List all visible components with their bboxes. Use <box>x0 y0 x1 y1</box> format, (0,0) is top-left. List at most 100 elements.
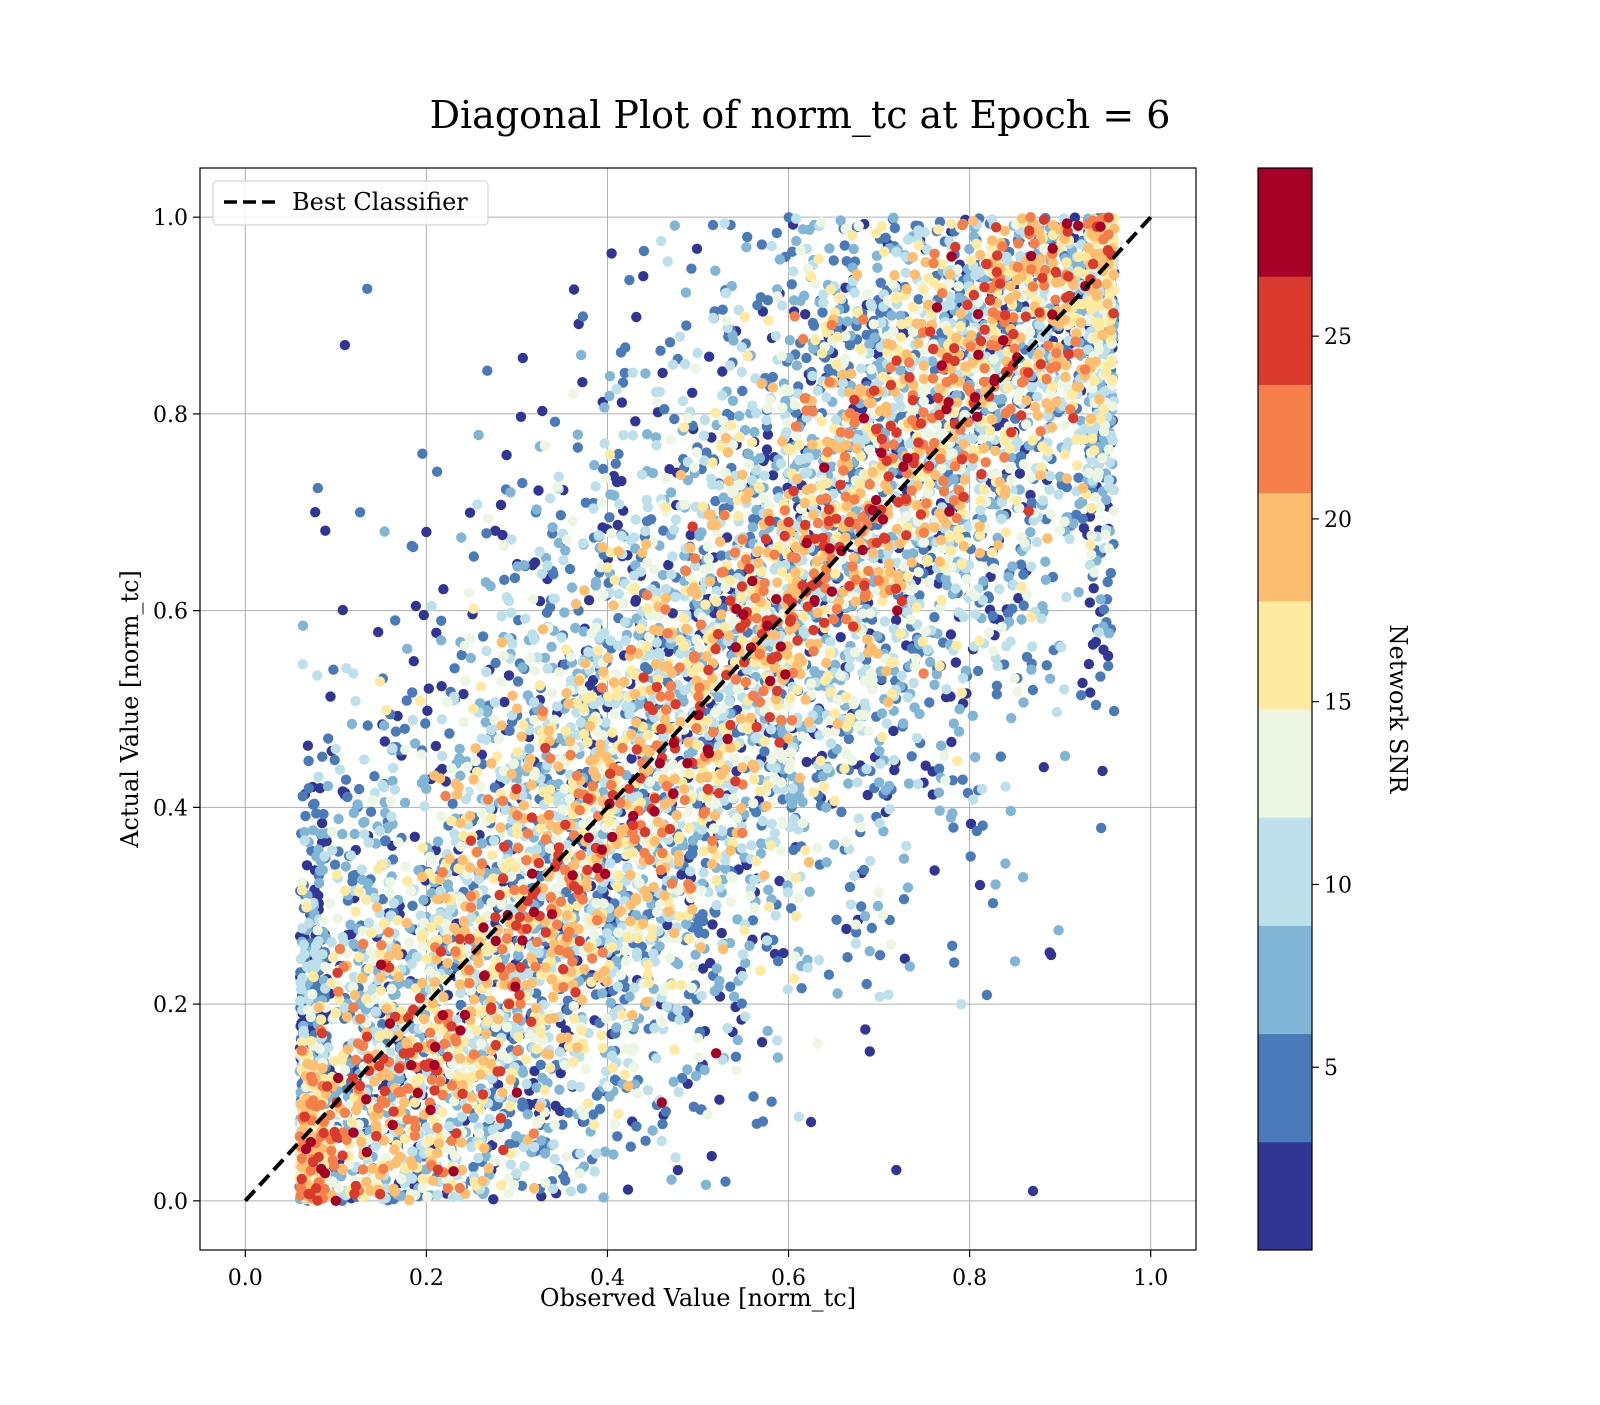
scatter-point <box>317 818 327 828</box>
scatter-point <box>996 514 1006 524</box>
scatter-point <box>518 1068 528 1078</box>
scatter-point <box>740 958 750 968</box>
scatter-point <box>681 919 691 929</box>
scatter-point <box>390 615 400 625</box>
scatter-point <box>903 882 913 892</box>
scatter-point <box>808 344 818 354</box>
scatter-point <box>530 557 540 567</box>
scatter-point <box>640 526 650 536</box>
scatter-point <box>598 1192 608 1202</box>
scatter-point <box>636 567 646 577</box>
scatter-point <box>432 1190 442 1200</box>
scatter-point <box>550 1101 560 1111</box>
scatter-point <box>805 887 815 897</box>
scatter-point <box>704 352 714 362</box>
scatter-point <box>763 1026 773 1036</box>
scatter-point <box>505 487 515 497</box>
scatter-point <box>841 924 851 934</box>
scatter-point <box>809 666 819 676</box>
scatter-point <box>954 704 964 714</box>
scatter-point <box>785 335 795 345</box>
scatter-point <box>573 429 583 439</box>
scatter-point <box>419 801 429 811</box>
scatter-point <box>363 720 373 730</box>
scatter-point <box>799 291 809 301</box>
scatter-point <box>323 733 333 743</box>
scatter-point <box>473 430 483 440</box>
scatter-point <box>767 241 777 251</box>
scatter-point <box>947 808 957 818</box>
scatter-point <box>712 963 722 973</box>
scatter-point <box>884 804 894 814</box>
scatter-point <box>624 991 634 1001</box>
scatter-point <box>978 820 988 830</box>
scatter-point <box>437 751 447 761</box>
scatter-point <box>640 368 650 378</box>
scatter-point <box>366 807 376 817</box>
scatter-point <box>438 584 448 594</box>
scatter-point <box>877 708 887 718</box>
plot-area <box>200 168 1196 1250</box>
scatter-point <box>642 495 652 505</box>
scatter-point <box>604 512 614 522</box>
scatter-point <box>708 220 718 230</box>
scatter-point <box>623 1184 633 1194</box>
scatter-point <box>330 860 340 870</box>
scatter-point <box>310 947 320 957</box>
scatter-point <box>1103 661 1113 671</box>
scatter-point <box>718 305 728 315</box>
scatter-point <box>501 450 511 460</box>
scatter-point <box>1053 489 1063 499</box>
scatter-point <box>647 1125 657 1135</box>
scatter-point <box>860 911 870 921</box>
scatter-point <box>707 919 717 929</box>
scatter-point <box>1104 628 1114 638</box>
scatter-point <box>954 726 964 736</box>
scatter-point <box>758 816 768 826</box>
scatter-point <box>807 371 817 381</box>
scatter-point <box>880 616 890 626</box>
scatter-point <box>1010 956 1020 966</box>
scatter-point <box>640 662 650 672</box>
scatter-point <box>675 1015 685 1025</box>
scatter-point <box>323 781 333 791</box>
scatter-point <box>605 489 615 499</box>
scatter-point <box>591 580 601 590</box>
scatter-point <box>666 569 676 579</box>
scatter-point <box>990 879 1000 889</box>
scatter-point <box>1077 678 1087 688</box>
scatter-point <box>605 858 615 868</box>
scatter-point <box>1085 687 1095 697</box>
scatter-point <box>297 923 307 933</box>
scatter-point <box>661 584 671 594</box>
scatter-point <box>629 533 639 543</box>
scatter-point <box>674 1087 684 1097</box>
scatter-point <box>380 836 390 846</box>
scatter-point <box>1095 671 1105 681</box>
scatter-point <box>326 937 336 947</box>
scatter-point <box>1094 627 1104 637</box>
scatter-point <box>613 520 623 530</box>
scatter-point <box>996 751 1006 761</box>
scatter-point <box>947 941 957 951</box>
scatter-point <box>776 458 786 468</box>
scatter-point <box>851 938 861 948</box>
scatter-point <box>768 372 778 382</box>
scatter-point <box>606 248 616 258</box>
scatter-point <box>740 1011 750 1021</box>
scatter-point <box>550 417 560 427</box>
scatter-point <box>699 1065 709 1075</box>
scatter-point <box>968 795 978 805</box>
scatter-point <box>766 724 776 734</box>
scatter-point <box>761 415 771 425</box>
scatter-point <box>1099 604 1109 614</box>
scatter-point <box>444 728 454 738</box>
scatter-point <box>362 284 372 294</box>
scatter-point <box>646 514 656 524</box>
scatter-point <box>701 1180 711 1190</box>
scatter-point <box>714 1095 724 1105</box>
scatter-point <box>773 1052 783 1062</box>
scatter-point <box>1000 858 1010 868</box>
scatter-point <box>836 807 846 817</box>
scatter-point <box>1091 700 1101 710</box>
